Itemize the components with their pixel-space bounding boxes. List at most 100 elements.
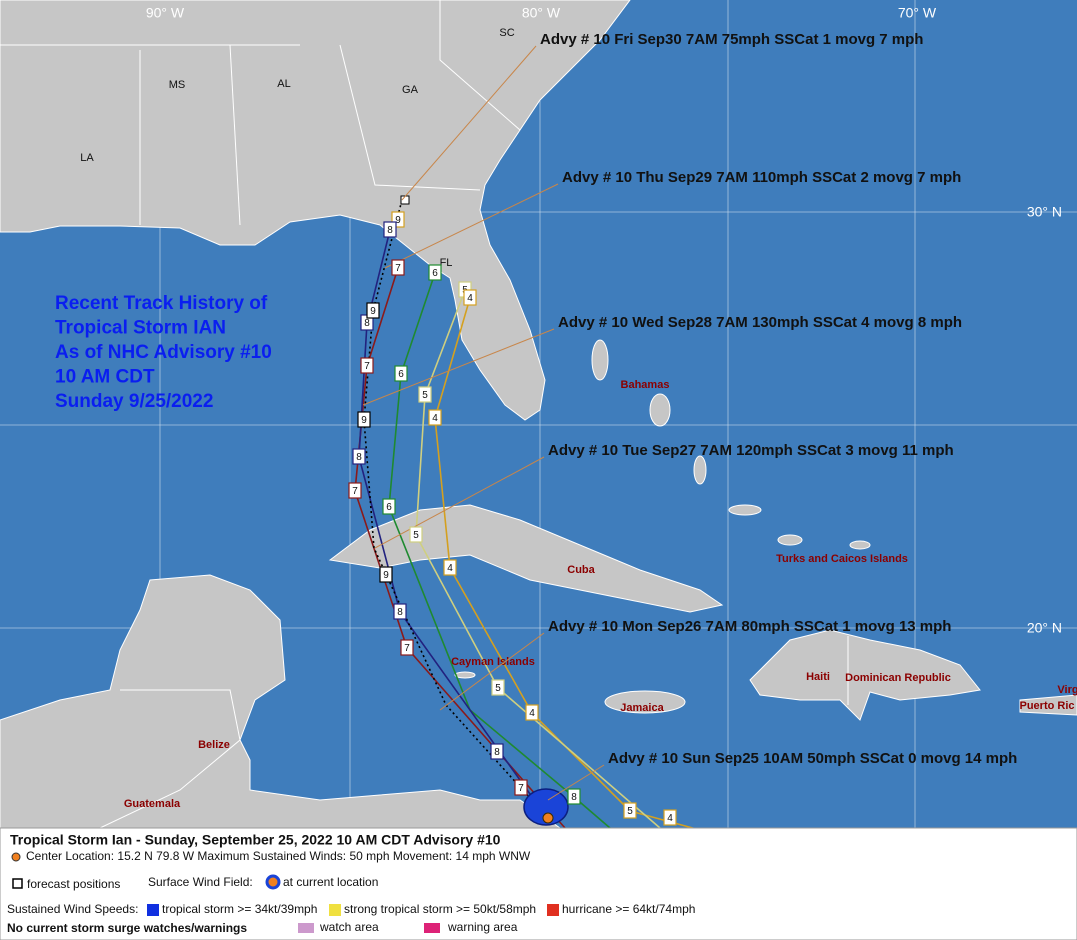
- track-marker-label: 8: [356, 452, 362, 463]
- hu-label: hurricane >= 64kt/74mph: [562, 902, 695, 916]
- overlay-title: 10 AM CDT: [55, 367, 155, 388]
- watch-swatch: [298, 923, 314, 933]
- place-label: GA: [402, 84, 419, 96]
- advisory-label: Advy # 10 Fri Sep30 7AM 75mph SSCat 1 mo…: [540, 31, 923, 48]
- track-marker: [567, 788, 581, 805]
- sts-label: strong tropical storm >= 50kt/58mph: [344, 902, 536, 916]
- surge-label: No current storm surge watches/warnings: [7, 921, 247, 935]
- lon-label: 70° W: [898, 5, 937, 21]
- place-label: Virg: [1057, 684, 1077, 696]
- leader-line: [547, 764, 605, 801]
- ts-swatch: [147, 904, 159, 916]
- leader-line: [401, 45, 537, 201]
- current-label: at current location: [283, 875, 378, 889]
- leader-line: [439, 632, 545, 711]
- track-marker-label: 4: [529, 708, 535, 719]
- lat-label: 20° N: [1027, 620, 1062, 636]
- track-marker: [525, 704, 539, 721]
- place-label: FL: [440, 257, 453, 269]
- track-marker-label: 7: [395, 263, 401, 274]
- advisory-label: Advy # 10 Sun Sep25 10AM 50mph SSCat 0 m…: [608, 750, 1017, 767]
- track-marker: [379, 566, 393, 583]
- track-marker-label: 9: [395, 215, 401, 226]
- place-label: Jamaica: [620, 702, 664, 714]
- track-marker-label: 7: [352, 486, 358, 497]
- track-marker: [400, 639, 414, 656]
- advisory-label: Advy # 10 Wed Sep28 7AM 130mph SSCat 4 m…: [558, 314, 962, 331]
- track-marker-label: 5: [495, 683, 501, 694]
- ts-label: tropical storm >= 34kt/39mph: [162, 902, 317, 916]
- place-label: SC: [499, 27, 514, 39]
- track-marker: [391, 259, 405, 276]
- track-marker-label: 9: [361, 415, 367, 426]
- place-label: Cayman Islands: [451, 656, 535, 668]
- land: [0, 0, 1077, 829]
- center-icon: [11, 852, 21, 862]
- track-marker-label: 8: [571, 792, 577, 803]
- place-label: AL: [277, 78, 290, 90]
- legend: Tropical Storm Ian - Sunday, September 2…: [7, 832, 695, 935]
- forecast-icon: [12, 878, 23, 889]
- track-marker-label: 5: [422, 390, 428, 401]
- track-marker-label: 4: [667, 813, 673, 824]
- track-marker-label: 7: [404, 643, 410, 654]
- track-marker-label: 6: [432, 268, 438, 279]
- track-marker: [360, 357, 374, 374]
- track-marker: [443, 559, 457, 576]
- leader-line: [384, 183, 559, 269]
- hu-swatch: [547, 904, 559, 916]
- warning-label: warning area: [447, 920, 518, 934]
- track-marker-label: 5: [413, 530, 419, 541]
- track-marker-label: 5: [627, 806, 633, 817]
- wind-field: [523, 788, 569, 826]
- track-marker-label: 7: [518, 783, 524, 794]
- overlay-title: Tropical Storm IAN: [55, 318, 226, 339]
- place-label: Dominican Republic: [845, 672, 951, 684]
- track-marker-label: 4: [467, 293, 473, 304]
- legend-panel: [0, 827, 1077, 940]
- overlay-title: Recent Track History of: [55, 293, 268, 314]
- lon-label: 80° W: [522, 5, 561, 21]
- track-marker-label: 8: [387, 225, 393, 236]
- lon-label: 90° W: [146, 5, 185, 21]
- track-marker: [514, 779, 528, 796]
- place-label: Guatemala: [124, 798, 181, 810]
- place-label: Belize: [198, 739, 230, 751]
- track-marker: [382, 498, 396, 515]
- track-marker: [393, 603, 407, 620]
- watch-label: watch area: [319, 920, 379, 934]
- track-marker: [348, 482, 362, 499]
- track-marker: [428, 264, 442, 281]
- track-marker: [463, 289, 477, 306]
- track-marker-label: 9: [370, 306, 376, 317]
- sts-swatch: [329, 904, 341, 916]
- place-label: Haiti: [806, 671, 830, 683]
- track-marker: [428, 409, 442, 426]
- center-info: Center Location: 15.2 N 79.8 W Maximum S…: [26, 849, 531, 863]
- legend-title: Tropical Storm Ian - Sunday, September 2…: [10, 832, 501, 848]
- track-marker: [394, 365, 408, 382]
- place-label: Cuba: [567, 564, 595, 576]
- track-marker: [418, 386, 432, 403]
- labels: 90° W 80° W 70° W 30° N 20° N SC MS AL GA LA FL Bah…: [55, 5, 1077, 826]
- track-marker: [623, 802, 637, 819]
- warning-swatch: [424, 923, 440, 933]
- track-marker-label: 7: [364, 361, 370, 372]
- track-marker-label: 8: [494, 747, 500, 758]
- track-marker-label: 8: [397, 607, 403, 618]
- track-marker: [357, 411, 371, 428]
- track-marker: [490, 743, 504, 760]
- track-marker-label: 4: [447, 563, 453, 574]
- wind-field-label: Surface Wind Field:: [148, 875, 253, 889]
- track-marker: [409, 526, 423, 543]
- track-marker: [366, 302, 380, 319]
- place-label: Turks and Caicos Islands: [776, 553, 908, 565]
- leader-line: [362, 328, 555, 406]
- place-label: Puerto Ric: [1019, 700, 1074, 712]
- track-marker: [491, 679, 505, 696]
- storm-center: [542, 812, 554, 824]
- overlay-title: As of NHC Advisory #10: [55, 342, 272, 363]
- place-label: Bahamas: [621, 379, 670, 391]
- leader-line: [374, 456, 545, 549]
